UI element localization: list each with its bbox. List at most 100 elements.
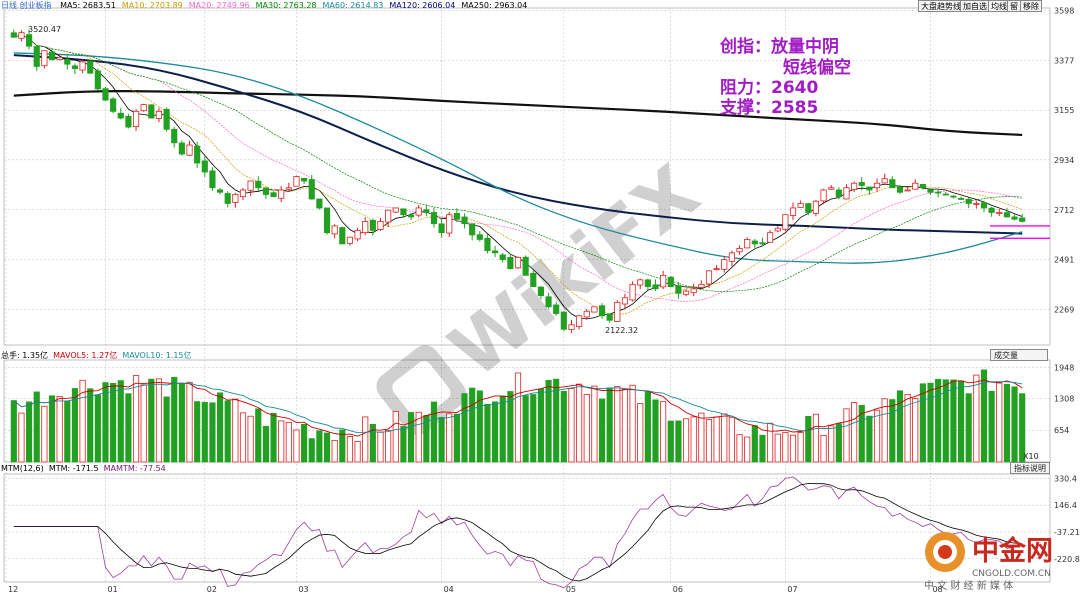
volume-bar bbox=[996, 382, 1003, 463]
volume-bar bbox=[308, 438, 315, 463]
volume-bar bbox=[614, 386, 621, 463]
candle-up bbox=[828, 187, 835, 190]
mtm-legend: MTM(12,6) MTM: -171.5 MAMTM: -77.54 bbox=[1, 464, 166, 474]
volume-bar bbox=[904, 394, 911, 463]
volume-unit: X10 bbox=[1023, 452, 1039, 461]
volume-bar bbox=[178, 382, 185, 463]
candle-down bbox=[1003, 212, 1010, 218]
volume-bar bbox=[621, 388, 629, 463]
candle-down bbox=[224, 193, 231, 204]
volume-bar bbox=[26, 401, 33, 463]
date-tick-label: 06 bbox=[673, 585, 683, 594]
toolbar-button-1[interactable]: 加自选 bbox=[960, 0, 990, 12]
annotation-line-4: 支撑：2585 bbox=[720, 98, 819, 118]
candle-down bbox=[33, 46, 40, 67]
candle-down bbox=[606, 313, 613, 321]
candle-up bbox=[721, 259, 728, 270]
volume-bar bbox=[568, 388, 575, 463]
volume-bar bbox=[239, 412, 247, 463]
date-tick-label: 08 bbox=[933, 585, 943, 594]
volume-bar bbox=[87, 388, 94, 463]
volume-bar bbox=[858, 405, 865, 463]
volume-bar bbox=[316, 430, 323, 463]
candle-down bbox=[805, 203, 812, 213]
candle-down bbox=[270, 192, 277, 198]
candle-up bbox=[514, 256, 522, 269]
panel-frame bbox=[3, 7, 1051, 346]
candle-down bbox=[759, 242, 766, 245]
candle-down bbox=[94, 70, 101, 90]
mtm-label: MTM(12,6) bbox=[1, 464, 44, 473]
candle-down bbox=[262, 187, 269, 195]
ma-legend-ma120: MA120: 2606.04 bbox=[389, 1, 456, 10]
volume-bar bbox=[965, 393, 972, 463]
toolbar-button-4[interactable]: 移除 bbox=[1020, 0, 1042, 12]
volume-bar bbox=[637, 403, 644, 463]
candle-down bbox=[316, 198, 323, 209]
volume-bar bbox=[110, 383, 117, 463]
date-tick-label: 04 bbox=[444, 585, 454, 594]
candle-up bbox=[637, 279, 644, 286]
ma-legend-ma30: MA30: 2763.28 bbox=[255, 1, 317, 10]
volume-bar bbox=[843, 408, 850, 463]
volume-bar bbox=[736, 434, 743, 463]
volume-bar bbox=[942, 379, 949, 463]
low-label: 2122.32 bbox=[605, 326, 639, 335]
candle-up bbox=[881, 178, 888, 184]
volume-bar bbox=[217, 392, 224, 463]
ma20-line bbox=[13, 34, 1023, 302]
volume-bar bbox=[400, 426, 407, 463]
volume-bar bbox=[331, 439, 338, 463]
volume-bar bbox=[354, 441, 361, 463]
candle-down bbox=[530, 272, 537, 287]
candle-down bbox=[896, 186, 904, 193]
volume-bars bbox=[10, 369, 1026, 463]
candle-down bbox=[217, 189, 224, 193]
volume-bar bbox=[728, 416, 735, 463]
volume-bar bbox=[545, 379, 552, 463]
volume-bar bbox=[896, 390, 904, 463]
candle-up bbox=[797, 203, 804, 208]
candle-down bbox=[125, 115, 132, 128]
candle-down bbox=[301, 177, 308, 182]
candle-down bbox=[453, 213, 460, 220]
volume-bar bbox=[606, 387, 613, 463]
volume-bar bbox=[194, 401, 201, 463]
candle-down bbox=[87, 60, 94, 74]
candle-down bbox=[148, 104, 155, 119]
candle-up bbox=[79, 61, 86, 71]
candle-up bbox=[140, 104, 147, 112]
mavol10-line bbox=[13, 381, 1023, 434]
volume-bar bbox=[1011, 386, 1018, 463]
candle-up bbox=[415, 207, 422, 216]
mtm-line bbox=[13, 476, 1023, 589]
candle-down bbox=[209, 170, 216, 189]
volume-bar bbox=[919, 383, 926, 463]
high-label: 3520.47 bbox=[28, 25, 62, 34]
candle-up bbox=[782, 214, 789, 230]
toolbar-button-0[interactable]: 大盘趋势线 bbox=[918, 0, 964, 12]
candle-down bbox=[492, 250, 499, 254]
volume-bar bbox=[232, 398, 239, 463]
volume-bar bbox=[514, 372, 522, 463]
price-tick-label: 3377 bbox=[1054, 56, 1074, 65]
toolbar-button-2[interactable]: 均线 bbox=[988, 0, 1010, 12]
toolbar-button-3[interactable]: 留 bbox=[1007, 0, 1021, 12]
candle-down bbox=[942, 193, 949, 196]
candle-up bbox=[774, 227, 781, 232]
period-label: 日线 bbox=[1, 1, 17, 10]
volume-indicator-button[interactable]: 成交量 bbox=[990, 349, 1048, 361]
candle-up bbox=[843, 187, 850, 200]
candle-up bbox=[591, 306, 598, 313]
candle-down bbox=[553, 304, 560, 314]
indicator-help-button[interactable]: 指标说明 bbox=[1010, 462, 1050, 474]
volume-bar bbox=[438, 417, 445, 463]
volume-bar bbox=[957, 380, 965, 463]
mtm-lines bbox=[13, 476, 1023, 589]
volume-bar bbox=[812, 413, 819, 463]
annotation-line-3: 阻力：2640 bbox=[720, 78, 819, 98]
candle-up bbox=[285, 187, 292, 190]
volume-bar bbox=[721, 413, 728, 463]
volume-bar bbox=[690, 416, 697, 463]
candle-up bbox=[247, 180, 254, 191]
